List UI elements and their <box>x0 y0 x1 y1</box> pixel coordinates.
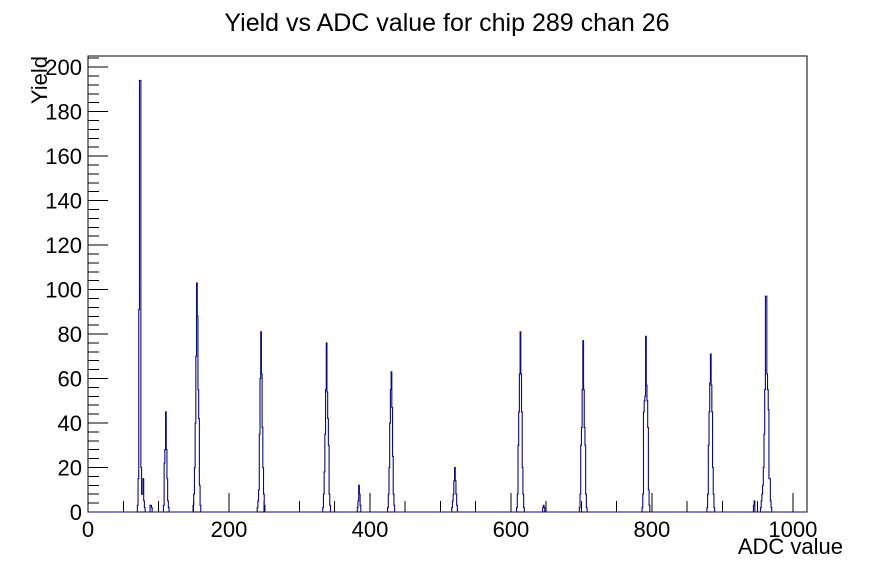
tick-labels-group: 0 200 400 600 800 1000 0 20 40 60 80 100 120 140 160 18… <box>45 55 817 542</box>
x-tick-label: 200 <box>211 517 248 542</box>
y-tick-label: 120 <box>45 233 82 258</box>
y-tick-label: 20 <box>58 456 82 481</box>
x-tick-label: 1000 <box>768 517 817 542</box>
x-tick-label: 0 <box>82 517 94 542</box>
histogram-line <box>88 79 807 513</box>
y-tick-label: 40 <box>58 411 82 436</box>
x-tick-label: 400 <box>352 517 389 542</box>
plot-frame-group <box>87 55 808 513</box>
y-tick-label: 0 <box>70 500 82 525</box>
y-tick-label: 80 <box>58 322 82 347</box>
histogram-group <box>88 79 807 513</box>
x-tick-label: 800 <box>634 517 671 542</box>
y-tick-label: 180 <box>45 100 82 125</box>
x-tick-label: 600 <box>493 517 530 542</box>
y-tick-label: 160 <box>45 144 82 169</box>
plot-frame <box>87 55 808 513</box>
y-tick-label: 60 <box>58 367 82 392</box>
y-tick-label: 200 <box>45 55 82 80</box>
chart-title: Yield vs ADC value for chip 289 chan 26 <box>224 9 669 37</box>
y-tick-label: 100 <box>45 278 82 303</box>
y-tick-label: 140 <box>45 189 82 214</box>
x-axis-title: ADC value <box>738 534 843 559</box>
axis-ticks-group <box>87 57 794 513</box>
y-axis-title: Yield <box>27 56 52 104</box>
